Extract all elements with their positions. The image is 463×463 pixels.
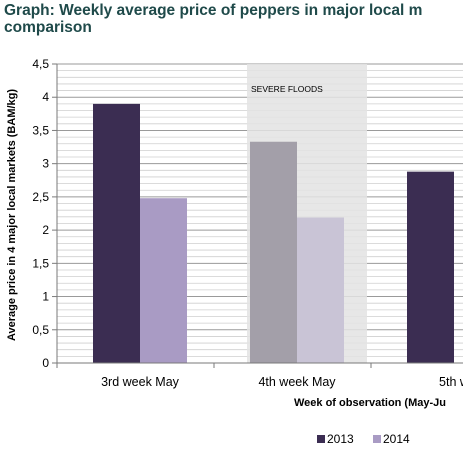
x-tick-labels: 3rd week May 4th week May 5th w (101, 375, 463, 389)
y-tick-label: 4 (42, 90, 49, 104)
y-tick-label: 1 (42, 290, 49, 304)
y-axis-label: Average price in 4 major local markets (… (6, 89, 18, 341)
x-tick-label: 5th w (439, 375, 463, 389)
y-tick-label: 4,5 (32, 57, 49, 71)
y-tick-label: 1,5 (32, 256, 49, 270)
chart-title-line-1: Graph: Weekly average price of peppers i… (4, 2, 423, 19)
bar-2013-4th-week-may (250, 141, 297, 363)
y-tick-label: 3 (42, 157, 49, 171)
y-tick-label: 2,5 (32, 190, 49, 204)
legend-swatch-2013 (317, 435, 325, 443)
legend-label-2014: 2014 (383, 432, 410, 446)
y-tick-labels: 0 0,5 1 1,5 2 2,5 3 3,5 4 4,5 (32, 57, 49, 370)
y-tick-label: 2 (42, 223, 49, 237)
x-axis-label: Week of observation (May-Ju (294, 397, 446, 409)
x-tick-label: 3rd week May (101, 375, 180, 389)
y-tick-label: 3,5 (32, 123, 49, 137)
chart-title: Graph: Weekly average price of peppers i… (4, 2, 463, 36)
legend-swatch-2014 (373, 435, 381, 443)
flood-label: SEVERE FLOODS (251, 84, 323, 94)
y-tick-label: 0 (42, 356, 49, 370)
legend: 2013 2014 (317, 432, 410, 446)
bars (93, 103, 454, 363)
bar-2013-3rd-week-may (93, 103, 140, 363)
chart-title-line-2: comparison (4, 19, 92, 36)
bar-2014-4th-week-may (297, 217, 344, 363)
axes (52, 63, 463, 368)
y-tick-label: 0,5 (32, 323, 49, 337)
legend-label-2013: 2013 (327, 432, 354, 446)
bar-2014-3rd-week-may (140, 198, 187, 363)
x-tick-label: 4th week May (258, 375, 336, 389)
bar-2013-5th-w (407, 171, 454, 363)
